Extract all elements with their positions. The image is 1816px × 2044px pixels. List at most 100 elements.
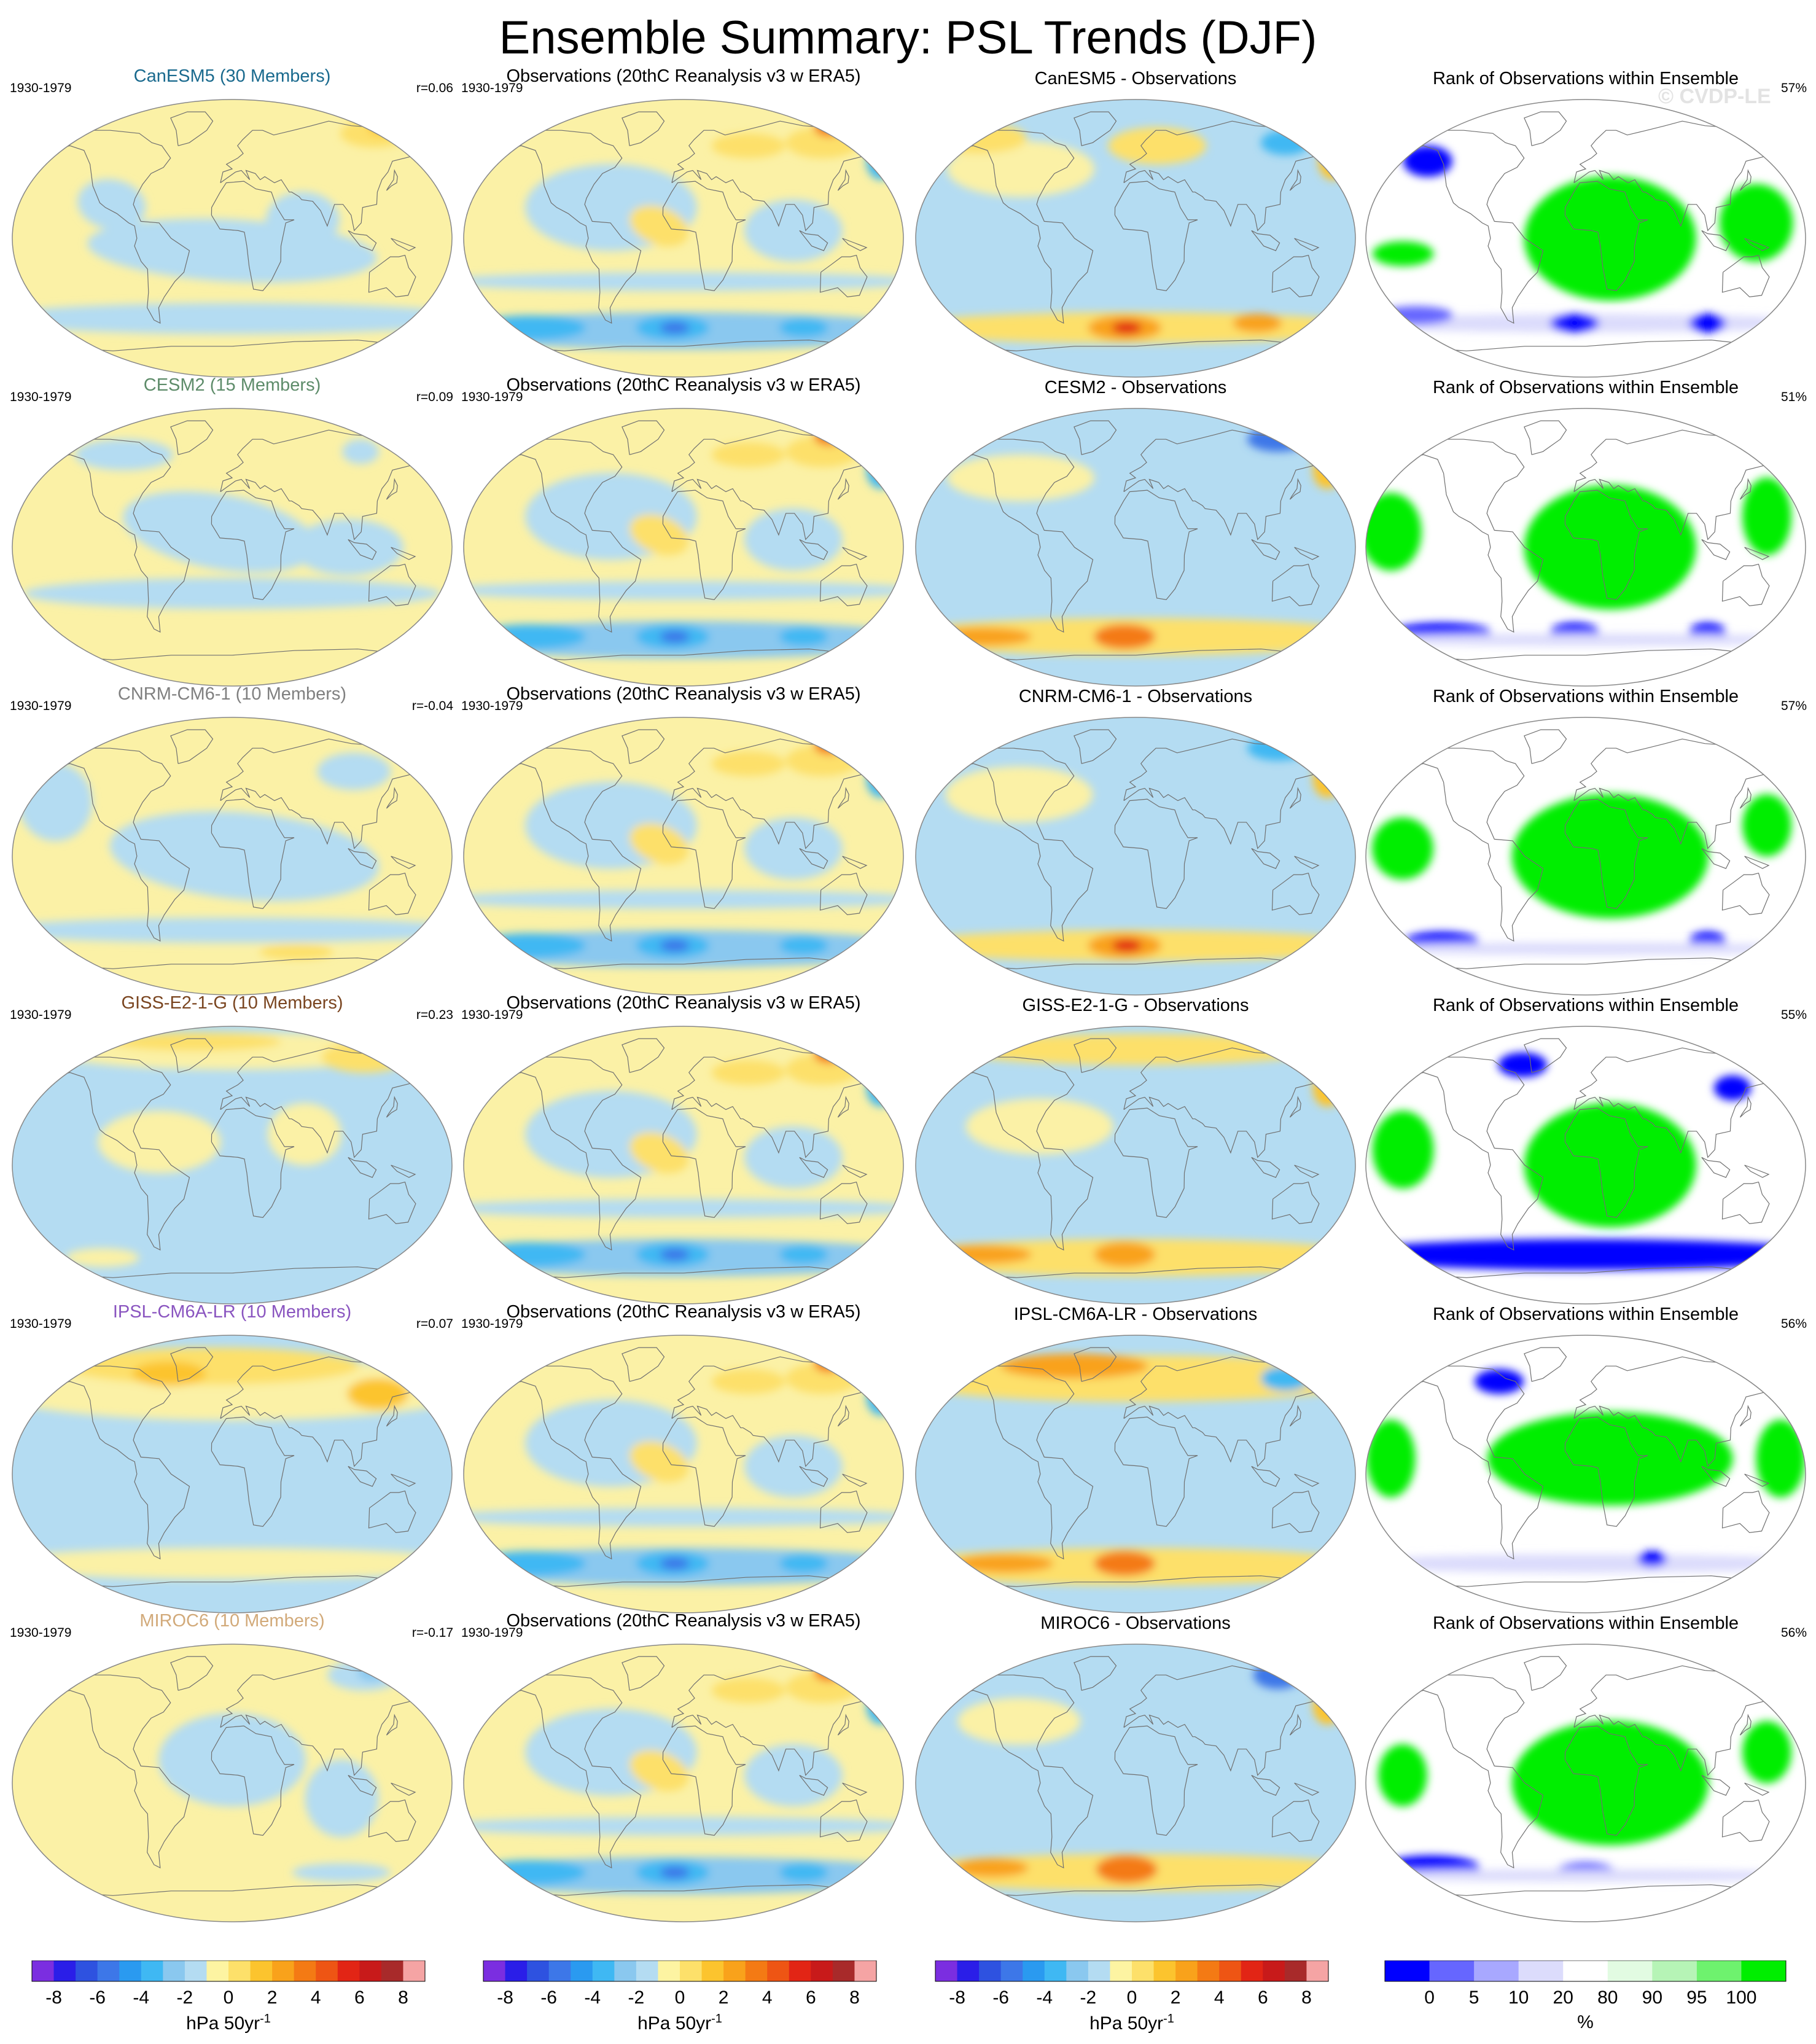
coastline-6	[1701, 539, 1731, 560]
colorbar-unit: hPa 50yr	[1089, 2013, 1164, 2034]
colorbar-swatch-2	[527, 1960, 550, 1981]
coastline-5	[391, 1473, 416, 1487]
model-mean-map	[12, 1644, 453, 1922]
coastline-5	[842, 547, 868, 560]
colorbar-tick-label: -2	[177, 1987, 193, 2008]
coastline-3	[368, 872, 416, 916]
field-anomaly-5	[1112, 321, 1142, 334]
observations-panel-title: Observations (20thC Reanalysis v3 w ERA5…	[506, 684, 861, 704]
coastline-0	[53, 130, 190, 324]
map-border	[12, 408, 453, 687]
coastline-4	[1524, 1347, 1567, 1382]
pattern-correlation: r=-0.17	[411, 1626, 453, 1640]
colorbar-swatch-6	[163, 1960, 185, 1981]
coastline-8	[500, 958, 867, 969]
coastline-4	[1074, 729, 1117, 764]
coastline-2	[671, 1047, 875, 1158]
field-anomaly-0	[947, 141, 1095, 197]
coastline-5	[842, 1164, 868, 1178]
model-panel-title: MIROC6 (10 Members)	[139, 1611, 325, 1631]
map-border	[1365, 408, 1806, 687]
coastline-4	[1524, 420, 1567, 455]
field-anomaly-1	[1372, 1110, 1434, 1189]
colorbar-tick-label: 4	[762, 1987, 773, 2008]
coastline-3	[819, 1181, 868, 1225]
observations-map	[463, 1026, 904, 1305]
coastline-7	[386, 787, 398, 809]
field-anomaly-4	[12, 1548, 452, 1579]
map-border	[12, 1644, 453, 1922]
coastline-8	[1402, 958, 1769, 969]
coastline-3	[1721, 872, 1770, 916]
pattern-correlation: r=0.23	[416, 1008, 453, 1022]
coastline-6	[348, 1157, 377, 1178]
rank-map	[1365, 1335, 1806, 1613]
field-anomaly-1	[1000, 1353, 1148, 1379]
coastline-0	[956, 1365, 1094, 1560]
field-anomaly-5	[1312, 760, 1343, 798]
field-anomaly-2	[1366, 1239, 1806, 1270]
field-anomaly-3	[1094, 1551, 1156, 1576]
coastline-2	[220, 120, 424, 232]
coastline-5	[1294, 238, 1320, 251]
colorbar-swatch-16	[1284, 1960, 1307, 1981]
colorbar-swatch-7	[636, 1960, 658, 1981]
field-anomaly-5	[368, 119, 393, 135]
observations-panel-title: Observations (20thC Reanalysis v3 w ERA5…	[506, 993, 861, 1013]
coastline-2	[1573, 1356, 1777, 1467]
coastline-1	[662, 1725, 746, 1836]
colorbar-swatch-11	[723, 1960, 746, 1981]
field-anomaly-0	[1524, 176, 1696, 301]
colorbar-tick-label: 95	[1686, 1987, 1707, 2008]
colorbar-tick-label: -2	[1080, 1987, 1097, 2008]
coastline-0	[504, 1056, 642, 1251]
map-border	[915, 1644, 1356, 1922]
coastline-7	[1739, 1714, 1752, 1736]
colorbar-swatch-12	[745, 1960, 768, 1981]
coastline-3	[368, 1181, 416, 1225]
field-anomaly-0	[965, 1098, 1113, 1155]
field-anomaly-3	[1094, 624, 1156, 649]
model-mean-map	[12, 717, 453, 996]
field-anomaly-11	[711, 751, 785, 776]
coastline-4	[1074, 1038, 1117, 1073]
colorbar-tick-label: 0	[224, 1987, 234, 2008]
coastline-1	[1564, 181, 1648, 292]
field-anomaly-2	[1742, 1721, 1791, 1784]
colorbar-swatch-13	[316, 1960, 338, 1981]
observations-panel-title: Observations (20thC Reanalysis v3 w ERA5…	[506, 1611, 861, 1631]
field-anomaly-6	[660, 939, 690, 952]
colorbar-swatch-0	[483, 1960, 506, 1981]
field-anomaly-1	[1378, 1744, 1427, 1807]
coastline-1	[1114, 181, 1198, 292]
coastline-8	[952, 958, 1319, 969]
rank-map	[1365, 717, 1806, 996]
model-mean-map	[12, 408, 453, 687]
colorbar-swatch-13	[767, 1960, 790, 1981]
coastline-0	[504, 130, 642, 324]
colorbar-tick-label: -6	[540, 1987, 557, 2008]
coastline-0	[53, 747, 190, 942]
coastline-4	[1524, 1656, 1567, 1691]
field-anomaly-2	[464, 1199, 903, 1218]
colorbar-swatch-16	[832, 1960, 855, 1981]
map-border	[915, 717, 1356, 996]
difference-panel-title: IPSL-CM6A-LR - Observations	[1013, 1305, 1258, 1324]
field-anomaly-0	[109, 811, 380, 902]
colorbar-tick-label: 2	[267, 1987, 278, 2008]
field-anomaly-1	[305, 1759, 379, 1838]
colorbar-swatch-15	[811, 1960, 833, 1981]
period-label: 1930-1979	[461, 699, 523, 713]
coastline-8	[1402, 1884, 1769, 1896]
pattern-correlation: r=-0.04	[411, 699, 453, 713]
field-anomaly-2	[464, 1508, 903, 1527]
rank-percent: 57%	[1780, 699, 1807, 713]
rank-percent: 51%	[1780, 390, 1807, 404]
coastline-0	[53, 439, 190, 633]
colorbar-tick-label: 2	[1171, 1987, 1181, 2008]
field-anomaly-11	[711, 442, 785, 467]
colorbar-swatch-1	[1429, 1960, 1475, 1981]
coastline-1	[662, 181, 746, 292]
field-anomaly-3	[357, 1663, 388, 1682]
map-border	[915, 99, 1356, 378]
